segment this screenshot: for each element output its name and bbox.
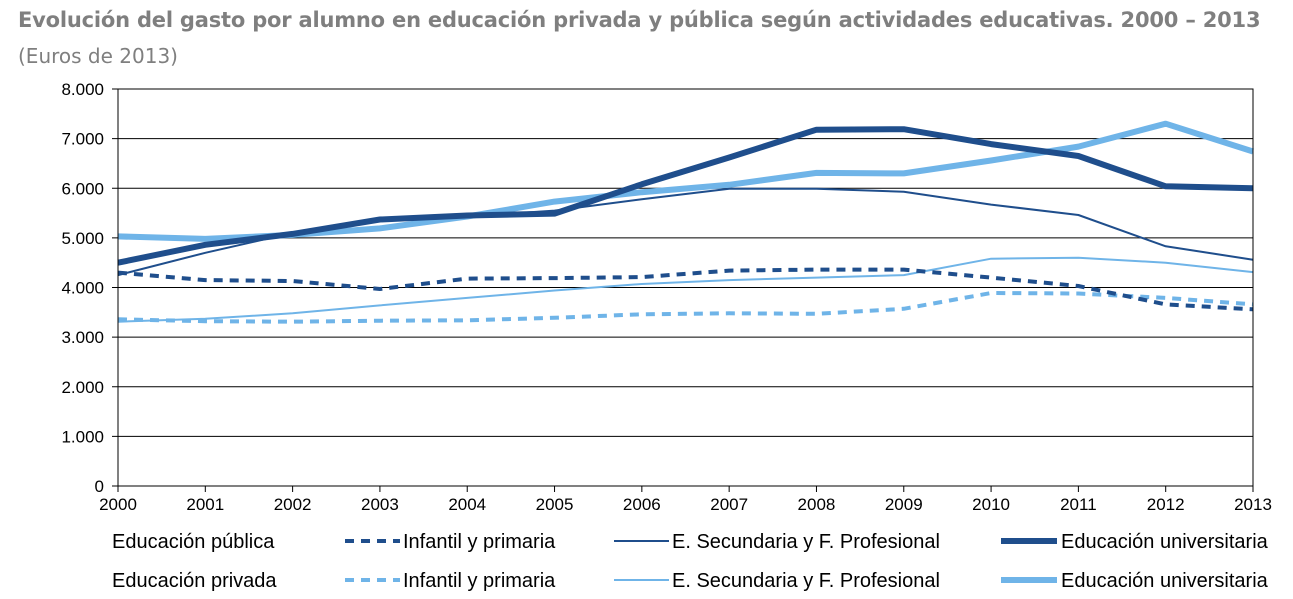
series-line-publica-infantil: [117, 267, 1254, 312]
y-tick-label: 8.000: [61, 80, 104, 99]
x-tick-label: 2007: [710, 495, 748, 514]
y-tick-label: 2.000: [61, 378, 104, 397]
x-tick-label: 2010: [972, 495, 1010, 514]
legend-group-label: Educación privada: [112, 570, 277, 592]
y-axis: 0 1.000 2.000 3.000 4.000 5.000 6.000 7.000 8.00…: [61, 80, 118, 496]
legend-entry-label: Educación universitaria: [1061, 531, 1269, 553]
x-tick-label: 2006: [623, 495, 661, 514]
legend-entry-label: Infantil y primaria: [403, 531, 556, 553]
legend-entry-label: Educación universitaria: [1061, 570, 1269, 592]
x-tick-label: 2000: [99, 495, 137, 514]
x-tick-label: 2003: [361, 495, 399, 514]
y-tick-label: 5.000: [61, 229, 104, 248]
legend-entry-label: E. Secundaria y F. Profesional: [672, 531, 940, 553]
y-tick-label: 6.000: [61, 179, 104, 198]
y-tick-label: 0: [95, 477, 104, 496]
y-tick-label: 1.000: [61, 427, 104, 446]
x-tick-label: 2012: [1147, 495, 1185, 514]
x-tick-label: 2008: [798, 495, 836, 514]
x-tick-label: 2005: [536, 495, 574, 514]
legend-entry-label: E. Secundaria y F. Profesional: [672, 570, 940, 592]
legend-entry-label: Infantil y primaria: [403, 570, 556, 592]
series-line-publica-universitaria: [117, 126, 1254, 266]
legend-group-label: Educación pública: [112, 531, 275, 553]
x-tick-label: 2001: [186, 495, 224, 514]
x-tick-label: 2004: [448, 495, 486, 514]
series-line-privada-infantil: [117, 291, 1254, 324]
x-axis: 2000 2001 2002 2003 2004 2005 2006 2007 2008 2009…: [99, 486, 1272, 514]
chart-title: Evolución del gasto por alumno en educac…: [18, 8, 1261, 32]
chart-subtitle: (Euros de 2013): [18, 44, 178, 68]
legend: Educación pública Educación privada Infant…: [112, 531, 1269, 592]
y-tick-label: 7.000: [61, 130, 104, 149]
series-line-privada-secundaria: [117, 256, 1254, 323]
x-tick-label: 2009: [885, 495, 923, 514]
y-tick-label: 3.000: [61, 328, 104, 347]
series-line-privada-universitaria: [117, 120, 1254, 242]
gridlines: [118, 138, 1253, 437]
y-tick-label: 4.000: [61, 279, 104, 298]
x-tick-label: 2011: [1060, 495, 1097, 514]
series-group: [117, 120, 1254, 324]
x-tick-label: 2002: [274, 495, 312, 514]
x-tick-label: 2013: [1234, 495, 1272, 514]
